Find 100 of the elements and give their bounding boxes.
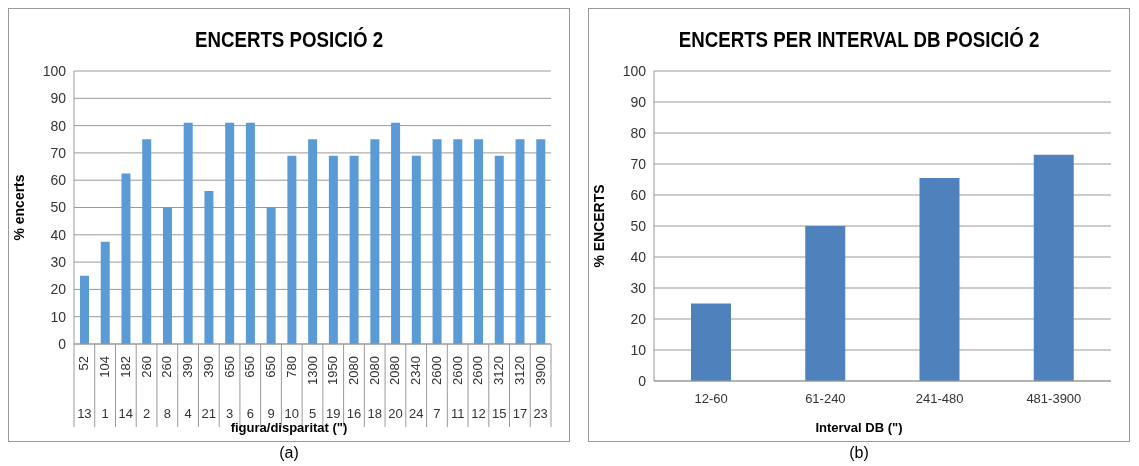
chart-title: ENCERTS POSICIÓ 2 bbox=[193, 27, 385, 54]
y-tick-label: 40 bbox=[630, 248, 647, 265]
text: 1950 bbox=[325, 356, 341, 385]
bar bbox=[349, 155, 359, 344]
bar bbox=[245, 122, 255, 344]
x-tick-label: 61-240 bbox=[805, 391, 846, 406]
text: 2340 bbox=[408, 356, 424, 385]
x-tick-label: 24 bbox=[408, 406, 424, 421]
y-axis-title: % ENCERTS bbox=[590, 184, 607, 268]
x-tick-label: 17 bbox=[512, 406, 528, 421]
text: 390 bbox=[200, 356, 216, 378]
x-tick-label: 481-3900 bbox=[1026, 391, 1082, 406]
y-tick-label: 50 bbox=[630, 217, 647, 234]
bar bbox=[1033, 154, 1074, 381]
chart-title: ENCERTS PER INTERVAL DB POSICIÓ 2 bbox=[677, 27, 1041, 54]
text: 52 bbox=[76, 356, 92, 371]
bar bbox=[536, 139, 546, 344]
x-tick-label: 241-480 bbox=[915, 391, 964, 406]
text: 3120 bbox=[491, 356, 507, 385]
y-tick-label: 80 bbox=[50, 117, 67, 134]
bar bbox=[183, 122, 193, 344]
x-tick-label: 16 bbox=[346, 406, 362, 421]
x-tick-label: 15 bbox=[491, 406, 507, 421]
text: 260 bbox=[138, 356, 154, 378]
text: 1300 bbox=[304, 356, 320, 385]
text: 104 bbox=[97, 356, 113, 378]
x-tick-label: 11 bbox=[450, 406, 465, 421]
x-tick-label: 21 bbox=[201, 406, 217, 421]
text: 2080 bbox=[345, 356, 361, 385]
bar bbox=[494, 155, 504, 344]
bar bbox=[432, 139, 442, 344]
text: (b) bbox=[849, 444, 869, 462]
text: 182 bbox=[117, 356, 133, 378]
text: 390 bbox=[180, 356, 196, 378]
x-tick-label: 6 bbox=[246, 406, 254, 421]
y-tick-label: 20 bbox=[50, 281, 67, 298]
x-tick-label: 9 bbox=[267, 406, 275, 421]
y-tick-label: 50 bbox=[50, 199, 67, 216]
text: 780 bbox=[283, 356, 299, 378]
y-tick-label: 80 bbox=[630, 124, 647, 141]
y-tick-label: 70 bbox=[50, 144, 67, 161]
bar bbox=[121, 173, 131, 344]
bar bbox=[370, 139, 380, 344]
text: 2600 bbox=[428, 356, 444, 385]
text: 3120 bbox=[511, 356, 527, 385]
bar bbox=[287, 155, 297, 344]
bar bbox=[142, 139, 152, 344]
bar bbox=[805, 226, 846, 381]
y-tick-label: 30 bbox=[630, 279, 647, 296]
text: 2600 bbox=[449, 356, 465, 385]
y-tick-label: 60 bbox=[50, 172, 67, 189]
bar bbox=[691, 303, 731, 381]
text: 2080 bbox=[387, 356, 403, 385]
text: 650 bbox=[221, 356, 237, 378]
y-tick-label: 10 bbox=[50, 308, 67, 325]
bar bbox=[515, 139, 525, 344]
bar bbox=[453, 139, 463, 344]
y-tick-label: 30 bbox=[50, 254, 67, 271]
bar bbox=[919, 177, 960, 381]
x-tick-label: 18 bbox=[367, 406, 382, 421]
x-axis-title: Interval DB (") bbox=[814, 420, 904, 435]
x-tick-label: 8 bbox=[163, 406, 171, 421]
x-tick-label: 19 bbox=[326, 406, 341, 421]
x-tick-label: 5 bbox=[308, 406, 317, 421]
x-tick-label: 10 bbox=[284, 406, 299, 421]
y-tick-label: 0 bbox=[638, 372, 647, 389]
bar bbox=[204, 191, 214, 344]
x-tick-label: 1 bbox=[101, 406, 109, 421]
x-tick-label: 3 bbox=[225, 406, 234, 421]
text: 2080 bbox=[366, 356, 382, 385]
bar bbox=[80, 275, 89, 344]
x-axis-title: figura/disparitat (") bbox=[229, 420, 349, 435]
y-tick-label: 70 bbox=[630, 155, 647, 172]
y-tick-label: 0 bbox=[58, 335, 67, 352]
x-tick-label: 7 bbox=[433, 406, 441, 421]
bar bbox=[308, 139, 318, 344]
y-tick-label: 10 bbox=[630, 341, 647, 358]
x-tick-label: 13 bbox=[77, 406, 92, 421]
bar bbox=[391, 122, 401, 344]
bar bbox=[225, 122, 235, 344]
text: 2600 bbox=[470, 356, 486, 385]
bar bbox=[474, 139, 484, 344]
bar bbox=[266, 207, 276, 344]
text: 260 bbox=[159, 356, 175, 378]
text: 650 bbox=[242, 356, 258, 378]
text: 3900 bbox=[532, 356, 548, 385]
bar bbox=[100, 241, 110, 344]
x-tick-label: 12 bbox=[471, 406, 486, 421]
y-axis-title: % encerts bbox=[10, 174, 27, 241]
bar bbox=[411, 155, 421, 344]
y-tick-label: 100 bbox=[42, 62, 67, 79]
y-tick-label: 40 bbox=[50, 226, 67, 243]
x-tick-label: 4 bbox=[184, 406, 192, 421]
x-tick-label: 23 bbox=[533, 406, 548, 421]
y-tick-label: 100 bbox=[622, 62, 647, 79]
x-tick-label: 14 bbox=[118, 406, 134, 421]
x-tick-label: 12-60 bbox=[694, 391, 728, 406]
y-tick-label: 20 bbox=[630, 310, 647, 327]
text: (a) bbox=[279, 444, 299, 462]
x-tick-label: 2 bbox=[142, 406, 151, 421]
